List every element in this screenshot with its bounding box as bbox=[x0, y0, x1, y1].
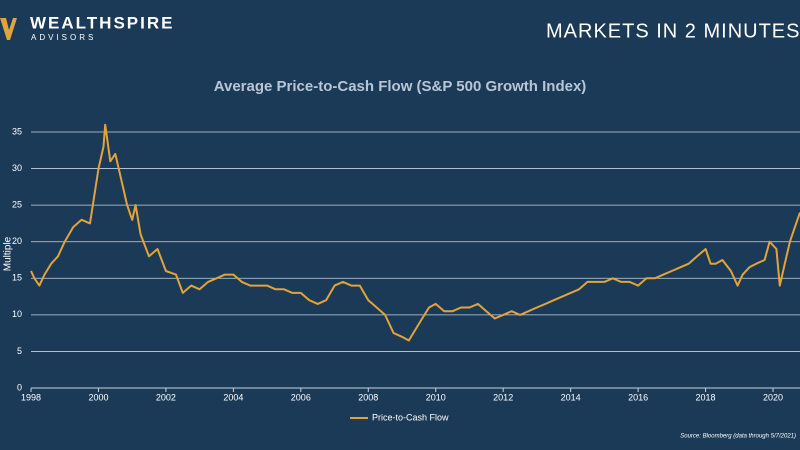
brand-sub: ADVISORS bbox=[31, 33, 96, 42]
y-tick-label: 35 bbox=[12, 126, 22, 136]
y-tick-label: 30 bbox=[12, 163, 22, 173]
x-tick-label: 2000 bbox=[88, 392, 108, 402]
x-tick-label: 1998 bbox=[21, 392, 41, 402]
series-line bbox=[30, 123, 800, 342]
banner: MARKETS IN 2 MINUTES bbox=[546, 20, 800, 42]
x-tick-label: 2016 bbox=[628, 392, 648, 402]
y-axis-label: Multiple bbox=[3, 236, 14, 271]
y-tick-label: 25 bbox=[12, 200, 22, 210]
x-tick-label: 2020 bbox=[763, 392, 783, 402]
x-tick-label: 2002 bbox=[156, 392, 176, 402]
chart-title: Average Price-to-Cash Flow (S&P 500 Grow… bbox=[214, 78, 587, 95]
legend-label: Price-to-Cash Flow bbox=[372, 412, 449, 422]
x-tick-label: 2006 bbox=[291, 392, 311, 402]
source: Source: Bloomberg (data through 5/7/2021… bbox=[680, 434, 796, 440]
y-tick-label: 0 bbox=[17, 382, 22, 392]
y-tick-label: 5 bbox=[17, 346, 22, 356]
y-tick-label: 10 bbox=[12, 309, 22, 319]
y-tick-label: 15 bbox=[12, 273, 22, 283]
brand: WEALTHSPIRE bbox=[30, 13, 174, 32]
logo-mark bbox=[0, 18, 17, 40]
x-tick-label: 2012 bbox=[493, 392, 513, 402]
x-tick-label: 2004 bbox=[223, 392, 243, 402]
x-tick-label: 2014 bbox=[561, 392, 581, 402]
y-tick-label: 20 bbox=[12, 236, 22, 246]
x-tick-label: 2018 bbox=[696, 392, 716, 402]
x-tick-label: 2008 bbox=[358, 392, 378, 402]
x-tick-label: 2010 bbox=[426, 392, 446, 402]
